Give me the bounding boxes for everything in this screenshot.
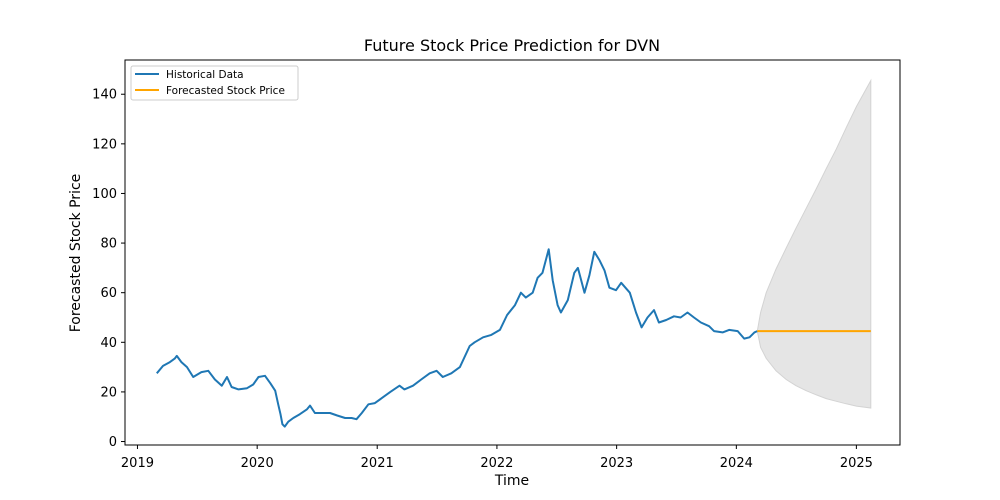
legend-label-1: Forecasted Stock Price [166, 85, 285, 97]
x-tick-label-6: 2025 [840, 456, 873, 471]
x-tick-label-2: 2021 [361, 456, 394, 471]
y-tick-label-4: 80 [100, 237, 117, 252]
x-tick-label-4: 2023 [600, 456, 633, 471]
confidence-band-layer [756, 78, 872, 409]
confidence-band [756, 78, 872, 409]
y-axis: 0 20 40 60 80 100 120 140 [92, 88, 125, 450]
y-tick-label-7: 140 [92, 88, 117, 103]
x-axis: 2019 2020 2021 2022 2023 2024 2025 [121, 445, 873, 471]
x-tick-label-0: 2019 [121, 456, 154, 471]
y-axis-label: Forecasted Stock Price [68, 174, 84, 333]
plot-area-frame [124, 59, 901, 446]
x-tick-label-1: 2020 [241, 456, 274, 471]
legend-label-0: Historical Data [166, 69, 244, 81]
y-tick-label-6: 120 [92, 137, 117, 152]
x-tick-label-3: 2022 [480, 456, 513, 471]
series-line-0 [156, 248, 758, 428]
y-tick-label-3: 60 [100, 286, 117, 301]
x-axis-label: Time [494, 473, 529, 489]
y-tick-label-1: 20 [100, 385, 117, 400]
series-layer [156, 248, 871, 428]
y-tick-label-0: 0 [109, 435, 117, 450]
chart-title: Future Stock Price Prediction for DVN [364, 36, 660, 55]
y-tick-label-2: 40 [100, 336, 117, 351]
legend-box [130, 65, 299, 101]
y-tick-label-5: 100 [92, 187, 117, 202]
legend: Historical Data Forecasted Stock Price [130, 65, 299, 101]
x-tick-label-5: 2024 [720, 456, 753, 471]
